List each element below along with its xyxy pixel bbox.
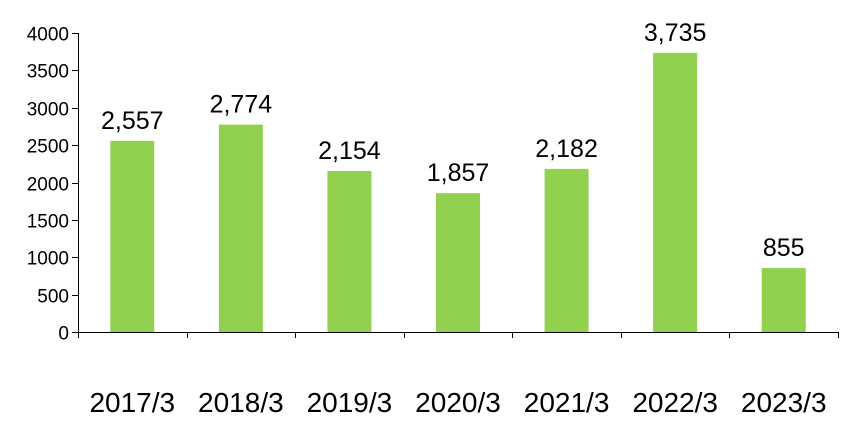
bar: [436, 193, 480, 332]
y-tick-label: 3500: [27, 62, 69, 83]
data-label: 3,735: [644, 19, 707, 47]
y-tick-label: 0: [58, 324, 69, 345]
data-labels: 2,557 2,774 2,154 1,857 2,182 3,735 855: [101, 19, 805, 262]
y-axis-ticks: 0 500 1000 1500 2000 2500 3000 3500 4000: [27, 25, 78, 345]
data-label: 2,182: [535, 135, 598, 163]
x-tick-label: 2020/3: [415, 387, 501, 418]
x-tick-label: 2023/3: [741, 387, 827, 418]
y-tick-label: 3000: [27, 100, 69, 121]
y-tick-label: 1500: [27, 212, 69, 233]
x-tick-label: 2017/3: [89, 387, 175, 418]
x-tick-label: 2022/3: [632, 387, 718, 418]
y-tick-label: 4000: [27, 25, 69, 46]
data-label: 2,557: [101, 107, 164, 135]
x-tick-label: 2018/3: [198, 387, 284, 418]
x-tick-label: 2021/3: [524, 387, 610, 418]
y-tick-label: 500: [37, 287, 69, 308]
bars: [110, 52, 806, 333]
x-tick-label: 2019/3: [307, 387, 393, 418]
bar: [761, 268, 806, 332]
bar: [544, 168, 589, 332]
bar: [327, 170, 372, 332]
data-label: 855: [763, 234, 805, 262]
bar: [653, 52, 698, 333]
data-label: 2,774: [210, 91, 273, 119]
bar: [110, 140, 155, 332]
y-tick-label: 2000: [27, 175, 69, 196]
x-axis-ticks: 2017/3 2018/3 2019/3 2020/3 2021/3 2022/3 2023…: [78, 332, 839, 418]
y-tick-label: 1000: [27, 249, 69, 270]
data-label: 1,857: [427, 159, 490, 187]
y-tick-label: 2500: [27, 137, 69, 158]
bar: [218, 124, 263, 333]
data-label: 2,154: [318, 137, 381, 165]
